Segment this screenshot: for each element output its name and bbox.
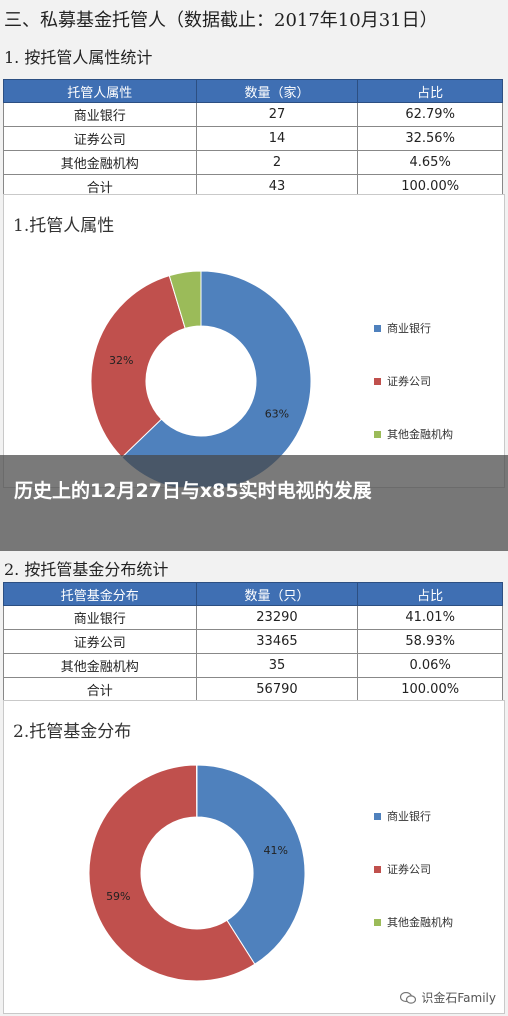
- donut-slice: [88, 764, 256, 982]
- chart-panel-1: 1.托管人属性 63% 32% 商业银行 证券公司 其他金融机构: [3, 194, 505, 488]
- table-header-cell: 托管人属性: [3, 79, 197, 103]
- donut-slice: [196, 764, 306, 965]
- table-cell: 商业银行: [3, 605, 197, 630]
- table-cell: 56790: [195, 677, 359, 702]
- table-header-cell: 占比: [357, 79, 503, 103]
- table-cell: 33465: [195, 629, 359, 654]
- table-row: 合计 56790 100.00%: [3, 677, 503, 702]
- legend-swatch: [374, 377, 381, 385]
- legend-item: 其他金融机构: [374, 915, 453, 929]
- table-cell: 商业银行: [3, 102, 197, 127]
- section-heading-2: 2. 按托管基金分布统计: [4, 560, 169, 579]
- data-label: 63%: [265, 407, 289, 420]
- table-cell: 23290: [195, 605, 359, 630]
- table-cell: 58.93%: [357, 629, 503, 654]
- data-label: 59%: [106, 890, 130, 903]
- table-cell: 62.79%: [357, 102, 503, 127]
- table-cell: 证券公司: [3, 126, 197, 151]
- legend-item: 商业银行: [374, 321, 453, 335]
- section-heading-1: 1. 按托管人属性统计: [4, 48, 153, 67]
- table-row: 商业银行 23290 41.01%: [3, 605, 503, 630]
- page-title: 三、私募基金托管人（数据截止：2017年10月31日）: [4, 10, 438, 31]
- legend-swatch: [374, 324, 381, 332]
- chart-legend: 商业银行 证券公司 其他金融机构: [374, 809, 453, 968]
- table-cell: 4.65%: [357, 150, 503, 175]
- table-cell: 41.01%: [357, 605, 503, 630]
- table-cell: 35: [195, 653, 359, 678]
- table-row: 证券公司 14 32.56%: [3, 126, 503, 151]
- legend-label: 证券公司: [387, 863, 431, 876]
- table-cell: 32.56%: [357, 126, 503, 151]
- table-header-cell: 数量（家）: [195, 79, 359, 103]
- legend-swatch: [374, 918, 381, 926]
- legend-item: 证券公司: [374, 862, 453, 876]
- footer-watermark: 识金石Family: [400, 989, 496, 1006]
- fund-distribution-table: 托管基金分布 数量（只） 占比 商业银行 23290 41.01% 证券公司 3…: [3, 582, 503, 702]
- legend-item: 其他金融机构: [374, 427, 453, 441]
- table-header-cell: 数量（只）: [195, 582, 359, 606]
- footer-text: 识金石Family: [421, 991, 496, 1005]
- table-row: 证券公司 33465 58.93%: [3, 629, 503, 654]
- chart-panel-2: 2.托管基金分布 41% 59% 商业银行 证券公司 其他金融机构: [3, 700, 505, 1014]
- legend-swatch: [374, 430, 381, 438]
- table-header-cell: 托管基金分布: [3, 582, 197, 606]
- table-cell: 27: [195, 102, 359, 127]
- legend-item: 商业银行: [374, 809, 453, 823]
- custodian-attribute-table: 托管人属性 数量（家） 占比 商业银行 27 62.79% 证券公司 14 32…: [3, 79, 503, 199]
- table-cell: 14: [195, 126, 359, 151]
- table-row: 其他金融机构 2 4.65%: [3, 150, 503, 175]
- table-cell: 其他金融机构: [3, 653, 197, 678]
- donut-chart-1: 63% 32%: [90, 270, 312, 487]
- table-cell: 合计: [3, 677, 197, 702]
- data-label: 32%: [109, 354, 133, 367]
- table-header-row: 托管基金分布 数量（只） 占比: [3, 582, 503, 606]
- chart-title: 1.托管人属性: [13, 216, 115, 236]
- chart-legend: 商业银行 证券公司 其他金融机构: [374, 321, 453, 480]
- legend-label: 证券公司: [387, 375, 431, 388]
- table-header-cell: 占比: [357, 582, 503, 606]
- table-header-row: 托管人属性 数量（家） 占比: [3, 79, 503, 103]
- legend-label: 其他金融机构: [387, 916, 453, 929]
- article-title-banner[interactable]: 历史上的12月27日与x85实时电视的发展: [0, 455, 508, 551]
- donut-slice: [90, 275, 186, 459]
- table-cell: 2: [195, 150, 359, 175]
- table-cell: 证券公司: [3, 629, 197, 654]
- donut-chart-2: 41% 59%: [88, 764, 306, 982]
- legend-item: 证券公司: [374, 374, 453, 388]
- table-cell: 其他金融机构: [3, 150, 197, 175]
- banner-title[interactable]: 历史上的12月27日与x85实时电视的发展: [14, 480, 372, 502]
- legend-label: 其他金融机构: [387, 428, 453, 441]
- legend-swatch: [374, 812, 381, 820]
- wechat-icon: [400, 991, 417, 1004]
- legend-label: 商业银行: [387, 810, 431, 823]
- table-cell: 100.00%: [357, 677, 503, 702]
- table-cell: 0.06%: [357, 653, 503, 678]
- legend-swatch: [374, 865, 381, 873]
- donut-slice: [168, 270, 202, 329]
- legend-label: 商业银行: [387, 322, 431, 335]
- table-row: 商业银行 27 62.79%: [3, 102, 503, 127]
- chart-title: 2.托管基金分布: [13, 722, 132, 742]
- table-row: 其他金融机构 35 0.06%: [3, 653, 503, 678]
- data-label: 41%: [264, 844, 288, 857]
